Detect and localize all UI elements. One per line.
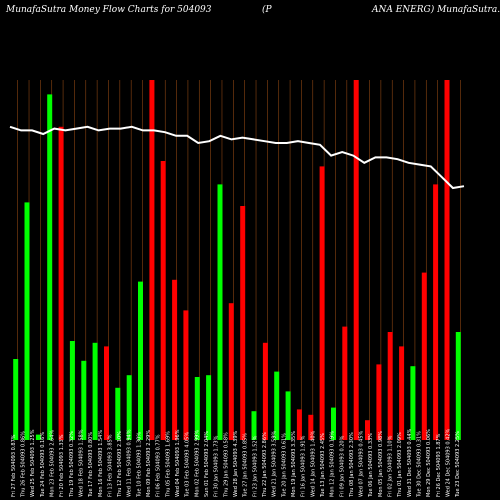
x-tick-label: Thu 19 Feb 504093 0.32% bbox=[69, 431, 75, 498]
bar-down bbox=[433, 184, 439, 440]
x-tick-label: Wed 11 Feb 504093 0.94% bbox=[127, 429, 133, 497]
bar-down bbox=[444, 80, 450, 440]
x-tick-label: Fri 27 Feb 504093 0.87% bbox=[11, 434, 17, 497]
x-tick-label: Mon 19 Jan 504093 3.35% bbox=[291, 431, 297, 497]
x-tick-label: Wed 04 Feb 504093 1.96% bbox=[175, 429, 181, 497]
bar-up bbox=[126, 375, 132, 440]
bar-up bbox=[115, 387, 121, 440]
x-tick-label: Thu 26 Feb 504093 0.86% bbox=[21, 431, 27, 498]
bar-up bbox=[81, 360, 87, 440]
x-tick-label: Thu 01 Jan 504093 2.09% bbox=[397, 432, 403, 498]
bar-up bbox=[24, 202, 30, 440]
bar-down bbox=[228, 303, 234, 440]
x-tick-label: Tue 10 Feb 504093 1.30% bbox=[136, 432, 142, 498]
x-tick-label: Thu 22 Jan 504093 2.86% bbox=[262, 432, 268, 498]
x-tick-label: Thu 05 Feb 504093 1.69% bbox=[165, 431, 171, 498]
x-tick-label: Mon 05 Jan 504093 0.98% bbox=[378, 431, 384, 497]
bar-down bbox=[399, 346, 405, 440]
bar-series bbox=[13, 80, 461, 441]
bar-up bbox=[138, 281, 143, 440]
x-tick-label: Fri 30 Jan 504093 1.73% bbox=[214, 435, 220, 497]
x-tick-label: Mon 16 Feb 504093 1.54% bbox=[98, 430, 104, 497]
x-tick-label: Mon 23 Feb 504093 2.64% bbox=[50, 430, 56, 497]
x-tick-label: Fri 23 Jan 504093 1.52% bbox=[252, 435, 258, 497]
bar-up bbox=[69, 341, 75, 440]
bar-down bbox=[421, 272, 427, 440]
x-tick-label: Tue 20 Jan 504093 0.61% bbox=[281, 433, 287, 498]
x-tick-label: Mon 09 Feb 504093 2.29% bbox=[146, 430, 152, 497]
bar-down bbox=[365, 420, 370, 440]
x-tick-label: Tue 23 Dec 504093 2.25% bbox=[455, 431, 461, 498]
bar-up bbox=[13, 359, 19, 440]
bar-down bbox=[308, 414, 314, 440]
bar-down bbox=[149, 80, 155, 440]
x-tick-label: Mon 02 Feb 504093 2.99% bbox=[194, 430, 200, 497]
bar-up bbox=[274, 371, 280, 440]
x-tick-label: Tue 03 Feb 504093 4.05% bbox=[185, 432, 191, 498]
bar-up bbox=[410, 366, 416, 440]
chart-title-mid: (P bbox=[262, 4, 273, 15]
x-tick-label: Tue 27 Jan 504093 0.85% bbox=[243, 433, 249, 498]
bar-down bbox=[342, 326, 348, 440]
bar-down bbox=[58, 126, 64, 441]
x-tick-label: Wed 31 Dec 504093 0.44% bbox=[407, 428, 413, 497]
x-tick-label: Tue 30 Dec 504093 0.31% bbox=[417, 431, 423, 498]
x-tick-label: Wed 28 Jan 504093 4.39% bbox=[233, 430, 239, 497]
bar-up bbox=[92, 342, 98, 440]
bar-up bbox=[217, 184, 223, 440]
bar-down bbox=[319, 166, 325, 440]
x-tick-label: Wed 14 Jan 504093 1.40% bbox=[310, 430, 316, 497]
bar-up bbox=[206, 375, 212, 440]
money-flow-line bbox=[9, 125, 465, 190]
bar-down bbox=[353, 80, 359, 440]
x-tick-label: Thu 12 Feb 504093 2.10% bbox=[117, 431, 123, 498]
x-tick-label: Wed 18 Feb 504093 1.58% bbox=[78, 429, 84, 497]
x-tick-label: Wed 21 Jan 504093 3.59% bbox=[272, 430, 278, 497]
x-tick-label: Tue 13 Jan 504093 2.45% bbox=[320, 433, 326, 498]
bar-up bbox=[194, 377, 200, 440]
bar-down bbox=[296, 409, 302, 440]
x-tick-label: Fri 20 Feb 504093 1.33% bbox=[59, 434, 65, 497]
x-tick-label: Fri 26 Dec 504093 1.87% bbox=[436, 433, 442, 497]
bar-up bbox=[47, 94, 53, 441]
x-tick-label: Thu 29 Jan 504093 0.58% bbox=[223, 432, 229, 498]
x-tick-label: Fri 02 Jan 504093 1.10% bbox=[388, 435, 394, 497]
x-tick-labels: Fri 27 Feb 504093 0.87% Thu 26 Feb 504093… bbox=[11, 428, 461, 498]
x-tick-label: Fri 06 Feb 504093 0.77% bbox=[156, 434, 162, 497]
x-tick-label: Wed 07 Jan 504093 0.45% bbox=[359, 430, 365, 497]
x-tick-label: Fri 13 Feb 504093 3.85% bbox=[107, 434, 113, 497]
bar-up bbox=[285, 391, 291, 440]
x-tick-label: Fri 09 Jan 504093 0.20% bbox=[339, 435, 345, 497]
bar-down bbox=[387, 332, 393, 440]
bar-up bbox=[35, 434, 41, 440]
x-tick-label: Wed 25 Feb 504093 1.25% bbox=[30, 429, 36, 497]
x-tick-label: Wed 24 Dec 504093 0.42% bbox=[446, 428, 452, 497]
x-tick-label: Sun 01 Feb 504093 2.04% bbox=[204, 431, 210, 497]
chart-title-left: MunafaSutra Money Flow Charts for 504093 bbox=[5, 5, 212, 15]
bar-down bbox=[262, 342, 268, 440]
x-tick-label: Thu 08 Jan 504093 2.30% bbox=[349, 432, 355, 498]
bar-down bbox=[172, 279, 178, 440]
bar-down bbox=[183, 310, 189, 440]
bar-down bbox=[240, 206, 246, 440]
bar-down bbox=[104, 346, 109, 440]
bar-down bbox=[376, 364, 382, 440]
bar-down bbox=[160, 161, 166, 440]
chart-title-right: ANA ENERG) MunafaSutra.com bbox=[371, 4, 500, 15]
x-tick-label: Mon 29 Dec 504093 0.06% bbox=[426, 429, 432, 497]
x-tick-label: Mon 12 Jan 504093 0.19% bbox=[330, 431, 336, 497]
x-tick-label: Tue 24 Feb 504093 0.16% bbox=[40, 432, 46, 498]
bar-up bbox=[251, 411, 257, 440]
x-tick-label: Fri 16 Jan 504093 1.91% bbox=[301, 435, 307, 497]
bar-up bbox=[455, 332, 461, 440]
bar-up bbox=[331, 407, 336, 440]
x-tick-label: Tue 17 Feb 504093 0.80% bbox=[88, 432, 94, 498]
x-tick-label: Tue 06 Jan 504093 0.33% bbox=[368, 433, 374, 498]
